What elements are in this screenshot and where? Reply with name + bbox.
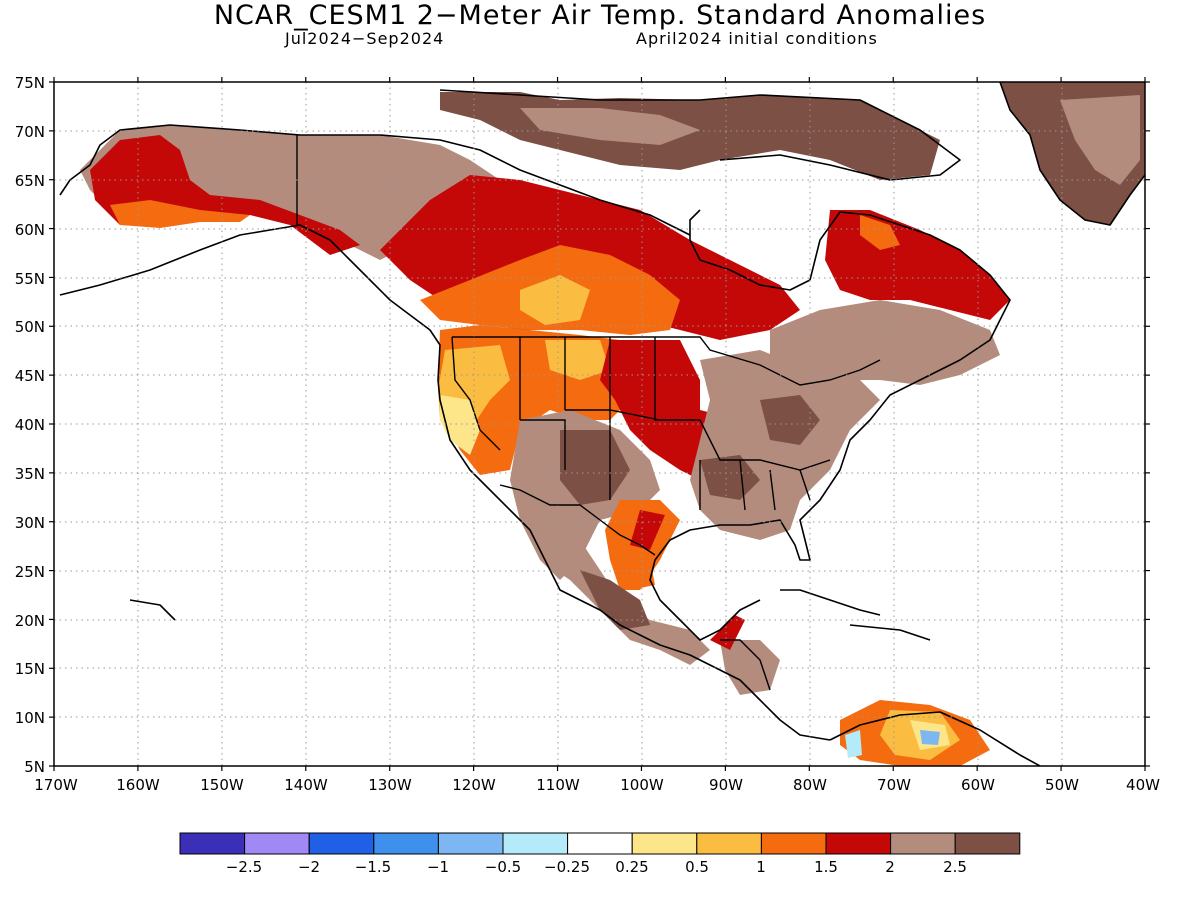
lat-label: 5N [24,758,45,776]
colorbar-label: 2.5 [943,858,967,876]
longitude-labels: 170W 160W 150W 140W 130W 120W 110W 100W … [34,776,1160,794]
latitude-labels: 75N 70N 65N 60N 55N 50N 45N 40N 35N 30N … [15,74,45,776]
south-america-blue [920,730,940,745]
graticule [54,82,1145,766]
lon-label: 160W [116,776,160,794]
colorbar-swatch [373,832,439,855]
initial-conditions: April2024 initial conditions [636,29,878,48]
colorbar-swatch [631,832,698,855]
coastlines [59,82,1145,766]
colorbar-swatch [244,832,310,855]
colorbar-label: 0.5 [685,858,709,876]
lat-label: 55N [15,270,45,288]
colorbar-swatch [437,832,504,855]
colorbar-swatch [954,832,1021,855]
lat-label: 50N [15,318,45,336]
colorbar-swatch [825,832,892,855]
central-america-red [710,615,745,650]
lon-label: 100W [620,776,664,794]
colorbar-label: −0.5 [485,858,521,876]
lat-label: 70N [15,123,45,141]
colorbar-label: 0.25 [615,858,648,876]
lon-label: 50W [1045,776,1079,794]
lon-label: 60W [961,776,995,794]
forecast-period: Jul2024−Sep2024 [285,29,445,48]
lat-label: 65N [15,172,45,190]
lat-label: 30N [15,514,45,532]
lat-label: 25N [15,563,45,581]
colorbar-label: 1 [756,858,766,876]
west-us-yellow-2 [545,340,610,380]
lon-label: 80W [793,776,827,794]
colorbar-swatch [567,832,633,855]
colorbar-label: −2 [298,858,320,876]
map-panel [54,82,1145,766]
lat-label: 75N [15,74,45,92]
lon-label: 130W [368,776,412,794]
lat-label: 60N [15,221,45,239]
south-america-lightblue [845,730,862,758]
anomaly-shading [80,82,1145,766]
lat-label: 45N [15,367,45,385]
central-america-brown [720,640,780,695]
colorbar-label: 2 [885,858,895,876]
mexico-orange [620,555,655,590]
lon-label: 40W [1126,776,1160,794]
lon-label: 90W [709,776,743,794]
lat-label: 35N [15,465,45,483]
colorbar-labels: −2.5 −2 −1.5 −1 −0.5 −0.25 0.25 0.5 1 1.… [226,858,967,876]
quebec-orange [860,215,900,250]
colorbar-swatch [502,832,569,855]
colorbar-swatch [760,832,827,855]
east-us-dark-2 [700,455,760,500]
lon-label: 170W [34,776,78,794]
mexico-dark [580,570,650,630]
colorbar-swatch [308,832,375,855]
alaska-orange [110,200,250,228]
colorbar-label: −1 [427,858,449,876]
lon-label: 120W [452,776,496,794]
southwest-dark [560,430,630,505]
east-us-dark-1 [760,395,820,445]
lon-label: 110W [536,776,580,794]
colorbar-label: 1.5 [814,858,838,876]
texas-red [630,510,665,550]
lat-label: 10N [15,709,45,727]
lon-label: 150W [200,776,244,794]
colorbar-label: −2.5 [226,858,262,876]
colorbar-swatch [890,832,956,855]
colorbar-swatch [179,832,246,855]
east-canada-brown [770,300,1000,395]
colorbar-label: −0.25 [544,858,590,876]
lat-label: 40N [15,416,45,434]
arctic-islands-light [520,108,700,145]
lat-label: 20N [15,612,45,630]
lon-label: 140W [284,776,328,794]
colorbar-swatch [696,832,762,855]
colorbar [179,832,1021,855]
lon-label: 70W [877,776,911,794]
colorbar-label: −1.5 [355,858,391,876]
lat-label: 15N [15,660,45,678]
axis-ticks [49,77,1150,771]
greenland-inner [1060,95,1140,185]
map-title: NCAR_CESM1 2−Meter Air Temp. Standard An… [213,0,987,31]
canada-yellow [520,275,590,325]
